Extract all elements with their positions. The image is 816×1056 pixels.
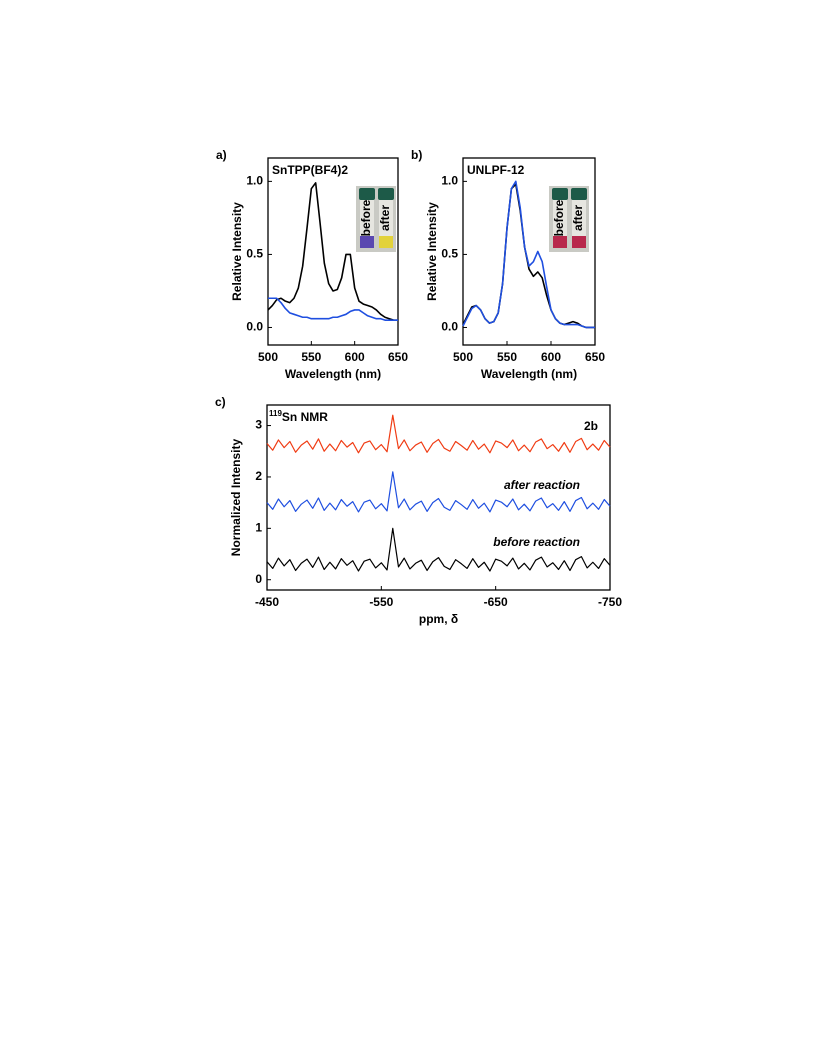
series-line <box>267 182 398 321</box>
vial-liquid <box>360 236 374 248</box>
y-tick-label: 3 <box>255 418 262 432</box>
vial-label: before <box>359 199 373 236</box>
y-tick-label: 0.0 <box>246 320 263 334</box>
series-label: after reaction <box>504 478 580 492</box>
series-line <box>268 297 398 321</box>
y-tick-label: 2 <box>255 469 262 483</box>
y-tick-label: 1.0 <box>441 174 458 188</box>
y-axis-title: Relative Intensity <box>425 202 439 301</box>
x-tick-label: 500 <box>258 350 278 364</box>
x-tick-label: -650 <box>484 595 508 609</box>
panel-title: UNLPF-12 <box>467 163 525 177</box>
series-line <box>266 471 611 513</box>
x-tick-label: -450 <box>255 595 279 609</box>
y-tick-label: 0.0 <box>441 320 458 334</box>
x-tick-label: 650 <box>388 350 408 364</box>
y-tick-label: 0.5 <box>441 247 458 261</box>
panel-label: a) <box>216 148 227 162</box>
x-tick-label: 550 <box>301 350 321 364</box>
vial-label: before <box>552 199 566 236</box>
x-tick-label: -550 <box>369 595 393 609</box>
series-label: before reaction <box>493 535 580 549</box>
plot-frame <box>266 404 611 591</box>
series-line <box>462 180 595 329</box>
y-tick-label: 0 <box>255 572 262 586</box>
x-tick-label: 550 <box>497 350 517 364</box>
panel-label: b) <box>411 148 422 162</box>
x-axis-title: Wavelength (nm) <box>481 367 577 381</box>
y-axis-title: Relative Intensity <box>230 202 244 301</box>
series-line <box>266 527 611 572</box>
y-tick-label: 1.0 <box>246 174 263 188</box>
x-tick-label: 600 <box>541 350 561 364</box>
y-axis-title: Normalized Intensity <box>229 438 243 556</box>
annotation-text: Sn NMR <box>282 410 328 424</box>
vial-cap <box>552 188 568 200</box>
plot-frame <box>267 157 399 346</box>
series-line <box>266 414 611 454</box>
x-axis-title: ppm, δ <box>419 612 458 626</box>
annotation: 119Sn NMR <box>269 409 328 424</box>
vial-label: after <box>378 205 392 231</box>
vial-liquid <box>572 236 586 248</box>
x-tick-label: 600 <box>345 350 365 364</box>
series-label: 2b <box>584 419 598 433</box>
y-tick-label: 0.5 <box>246 247 263 261</box>
y-tick-label: 1 <box>255 521 262 535</box>
vial-liquid <box>553 236 567 248</box>
vial-label: after <box>571 205 585 231</box>
plot-frame <box>462 157 596 346</box>
panel-title: SnTPP(BF4)2 <box>272 163 348 177</box>
vial-cap <box>378 188 394 200</box>
x-tick-label: 650 <box>585 350 605 364</box>
vial-cap <box>571 188 587 200</box>
x-tick-label: -750 <box>598 595 622 609</box>
annotation-superscript: 119 <box>269 409 282 418</box>
x-axis-title: Wavelength (nm) <box>285 367 381 381</box>
vial-cap <box>359 188 375 200</box>
panel-label: c) <box>215 395 226 409</box>
x-tick-label: 500 <box>453 350 473 364</box>
vial-liquid <box>379 236 393 248</box>
